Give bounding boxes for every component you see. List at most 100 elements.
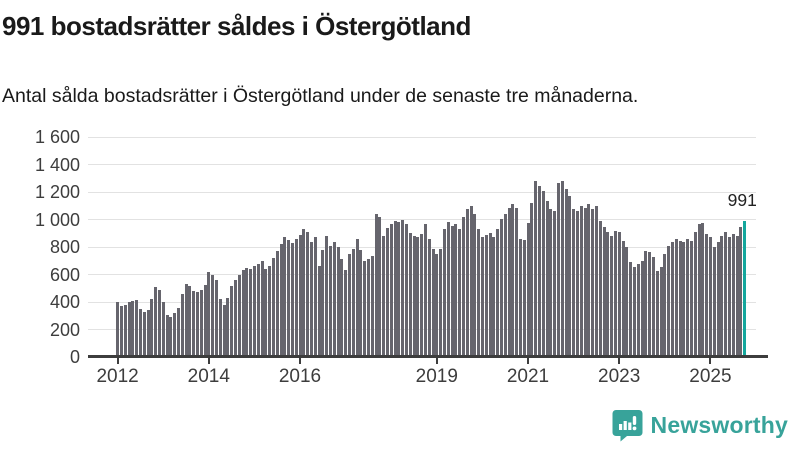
bar — [534, 181, 538, 357]
brand-name: Newsworthy — [650, 412, 788, 438]
x-tick-label: 2025 — [689, 366, 732, 387]
bar — [317, 265, 321, 357]
x-tick-mark — [527, 358, 529, 364]
bar — [207, 271, 211, 357]
bar — [165, 315, 169, 357]
bar — [625, 247, 629, 357]
bar — [648, 252, 652, 357]
bar — [142, 311, 146, 357]
bar — [408, 232, 412, 357]
x-axis-line — [88, 355, 768, 358]
bar — [465, 209, 469, 357]
bar — [355, 238, 359, 357]
bar — [325, 236, 329, 357]
bar — [237, 274, 241, 357]
bar — [169, 317, 173, 357]
bar — [724, 232, 728, 357]
bar — [382, 236, 386, 357]
bar — [435, 253, 439, 357]
bar — [727, 237, 731, 357]
bar — [621, 240, 625, 357]
bar — [655, 270, 659, 357]
bar — [203, 284, 207, 357]
bar — [116, 302, 120, 357]
y-tick-label: 800 — [49, 237, 80, 257]
bar — [503, 214, 507, 357]
bar — [256, 263, 260, 357]
bar — [461, 217, 465, 357]
bar — [180, 293, 184, 357]
bar — [279, 244, 283, 357]
bar — [545, 200, 549, 357]
y-tick-label: 0 — [69, 347, 80, 367]
bar — [370, 255, 374, 357]
bar — [412, 236, 416, 357]
bar — [674, 239, 678, 357]
bar — [271, 258, 275, 357]
bar — [518, 239, 522, 357]
bar — [260, 260, 264, 357]
bar — [659, 267, 663, 357]
bar — [184, 284, 188, 357]
bar — [264, 269, 268, 357]
bar — [636, 263, 640, 357]
bar — [712, 247, 716, 357]
bar — [332, 242, 336, 357]
bar — [579, 205, 583, 357]
bar — [146, 310, 150, 357]
highlighted-bar — [743, 220, 747, 357]
x-tick-label: 2021 — [506, 366, 550, 387]
bar — [553, 210, 557, 357]
bar — [496, 229, 500, 357]
newsworthy-logo-icon — [612, 410, 643, 442]
bar — [404, 224, 408, 357]
bar — [473, 214, 477, 357]
bar — [507, 207, 511, 357]
bar — [522, 239, 526, 357]
bar — [667, 245, 671, 357]
bar — [359, 250, 363, 357]
bar — [686, 239, 690, 357]
bar — [302, 229, 306, 357]
bar — [351, 249, 355, 357]
bar — [131, 300, 135, 357]
bar — [416, 237, 420, 357]
bar — [663, 253, 667, 357]
x-tick-mark — [709, 358, 712, 364]
x-tick-label: 2012 — [96, 366, 139, 387]
bar — [454, 224, 458, 357]
bar — [564, 189, 568, 357]
bar — [363, 260, 367, 357]
y-tick-label: 1 600 — [34, 127, 80, 147]
bar — [678, 240, 682, 357]
bar — [594, 205, 598, 357]
bar — [230, 285, 234, 357]
bar — [218, 299, 222, 357]
bar — [431, 249, 435, 357]
bar — [526, 222, 530, 357]
bar — [549, 209, 553, 357]
bar — [393, 220, 397, 357]
bar — [294, 238, 298, 357]
brand-footer: Newsworthy — [612, 409, 788, 442]
bar — [610, 235, 614, 357]
bar — [446, 222, 450, 357]
bar — [442, 229, 446, 357]
bar — [640, 260, 644, 357]
x-tick-mark — [207, 358, 210, 364]
bar — [492, 237, 496, 357]
bar — [401, 220, 405, 357]
bar — [283, 237, 287, 357]
bar — [135, 299, 139, 357]
bar — [632, 267, 636, 357]
bar — [222, 304, 226, 357]
bar — [268, 266, 272, 357]
bar — [583, 207, 587, 357]
bar — [176, 307, 180, 357]
bar — [697, 224, 701, 357]
bar — [693, 232, 697, 357]
x-tick-mark — [299, 358, 301, 364]
bar — [154, 286, 158, 357]
bar — [252, 266, 256, 357]
bar — [290, 242, 294, 357]
